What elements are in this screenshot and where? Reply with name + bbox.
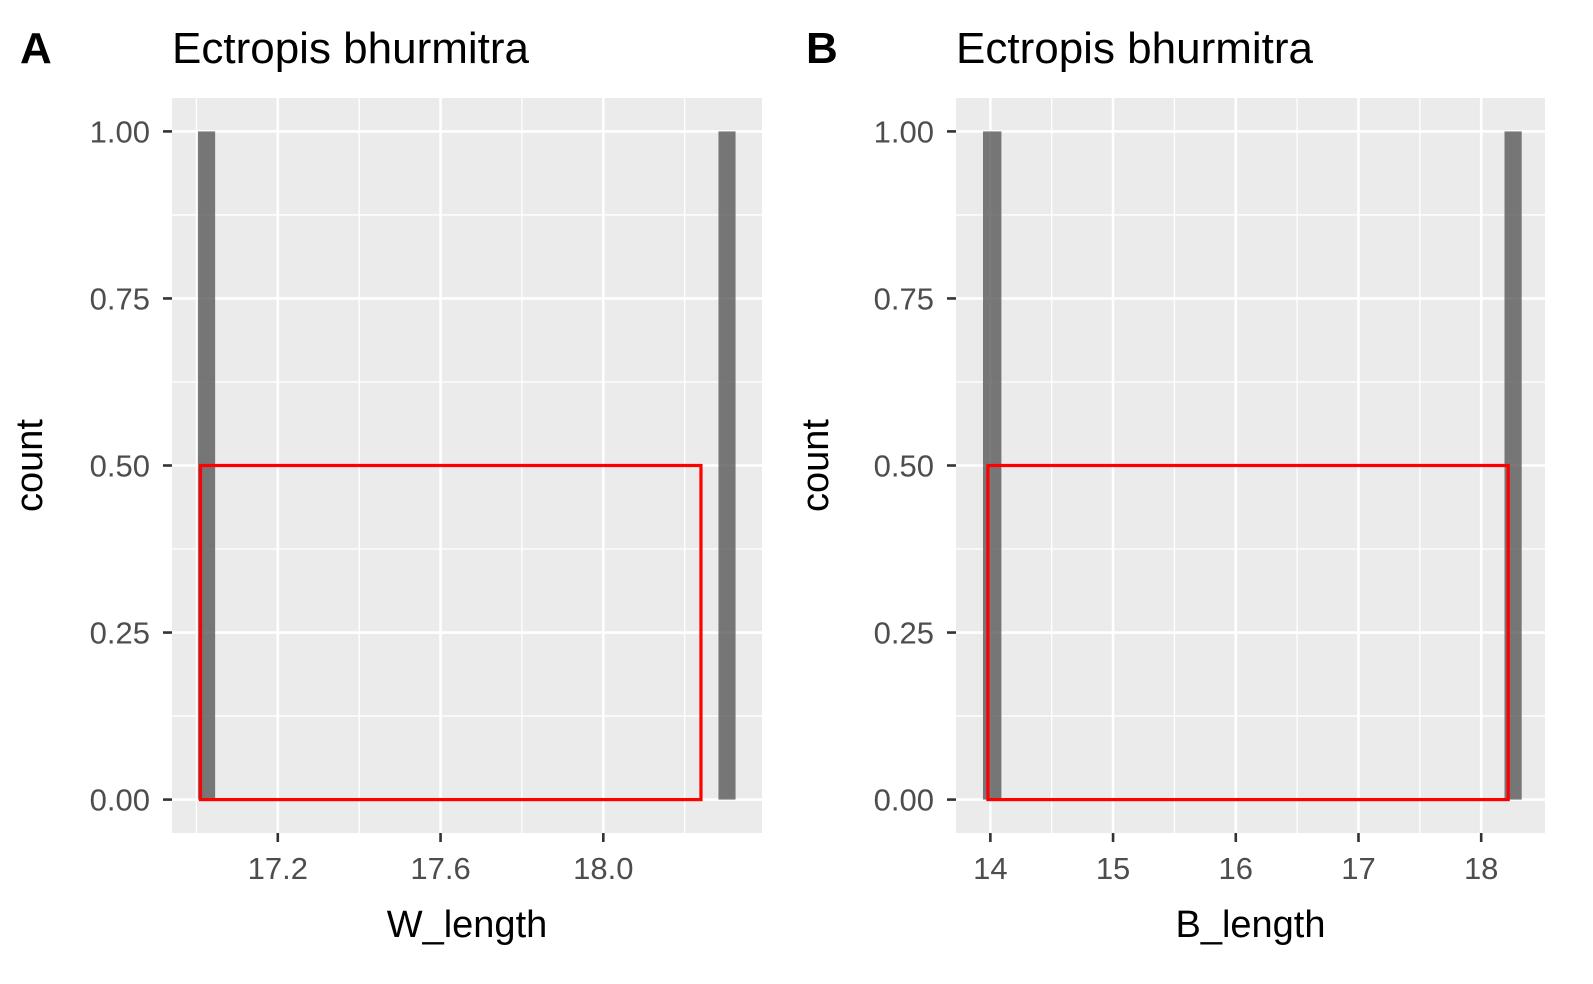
panel-b: B Ectropis bhurmitra 0.00 0.25 0.50 0.75 1.00 1… <box>795 24 1545 946</box>
x-tick-label: 16 <box>1219 851 1253 886</box>
y-tick-label: 1.00 <box>874 114 934 149</box>
panel-letter: B <box>806 24 838 73</box>
highlight-box <box>198 463 703 802</box>
y-tick-label: 0.25 <box>90 616 150 651</box>
x-tick-label: 14 <box>973 851 1007 886</box>
x-tick-label: 17 <box>1341 851 1375 886</box>
chart-title: Ectropis bhurmitra <box>172 24 530 73</box>
y-tick-label: 0.00 <box>90 783 150 818</box>
y-tick-label: 0.50 <box>874 449 934 484</box>
x-tick-label: 18.0 <box>573 851 633 886</box>
y-axis-title: count <box>795 419 837 512</box>
x-axis-title: B_length <box>1175 904 1325 946</box>
y-tick-label: 1.00 <box>90 114 150 149</box>
y-tick-label: 0.00 <box>874 783 934 818</box>
y-tick-label: 0.25 <box>874 616 934 651</box>
x-tick-label: 17.2 <box>248 851 308 886</box>
y-tick-label: 0.50 <box>90 449 150 484</box>
highlight-box <box>986 463 1510 802</box>
x-tick-label: 18 <box>1464 851 1498 886</box>
x-axis-title: W_length <box>387 904 548 946</box>
y-tick-label: 0.75 <box>90 281 150 316</box>
x-tick-label: 17.6 <box>410 851 470 886</box>
x-tick-label: 15 <box>1096 851 1130 886</box>
y-axis-title: count <box>9 419 51 512</box>
chart-title: Ectropis bhurmitra <box>956 24 1314 73</box>
histogram-bar <box>718 131 736 800</box>
y-tick-label: 0.75 <box>874 281 934 316</box>
panel-letter: A <box>20 24 52 73</box>
panel-a: A Ectropis bhurmitra 0.00 0.25 0.50 0.75 1.00 1… <box>9 24 762 946</box>
